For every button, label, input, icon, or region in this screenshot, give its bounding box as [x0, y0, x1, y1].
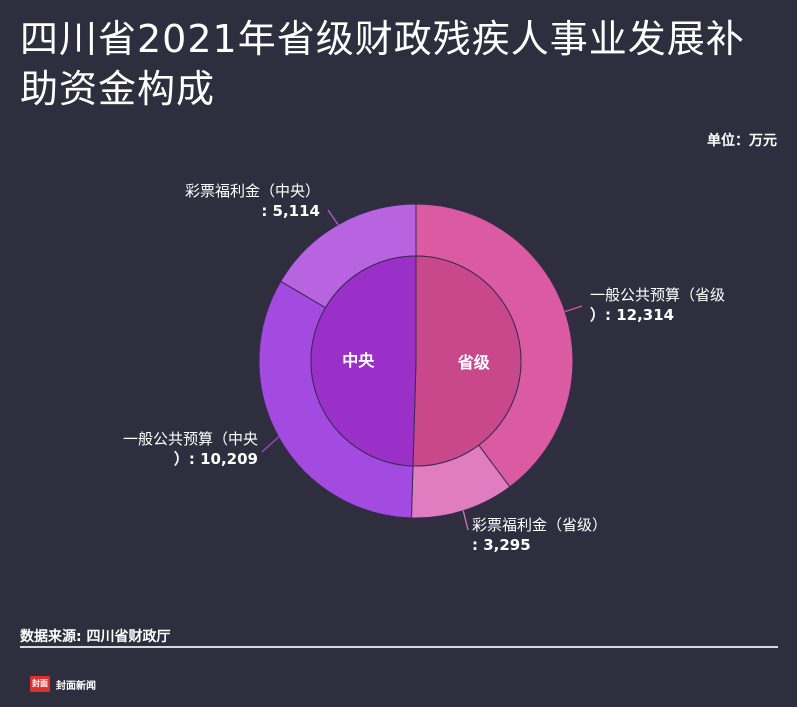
outer-label-一般公共预算省级: 一般公共预算（省级: [590, 286, 725, 304]
outer-value-彩票福利金省级: : 3,295: [472, 536, 531, 554]
slice-labels: 省级 中央 一般公共预算（省级 ）: 12,314 彩票福利金（省级） : 3,295 一般…: [123, 182, 725, 554]
outer-value-彩票福利金中央: : 5,114: [261, 202, 320, 220]
logo-badge: 封面: [30, 676, 50, 692]
inner-slice-省级: [412, 255, 522, 467]
inner-label-省级: 省级: [457, 353, 491, 372]
outer-label-彩票福利金中央: 彩票福利金（中央）: [185, 182, 320, 200]
publisher-logo: 封面 封面新闻: [30, 676, 96, 692]
outer-label-一般公共预算中央: 一般公共预算（中央: [123, 430, 258, 448]
inner-label-中央: 中央: [342, 351, 375, 370]
outer-label-彩票福利金省级: 彩票福利金（省级）: [472, 516, 607, 534]
leader-lines: [261, 209, 583, 531]
unit-label: 单位：万元: [707, 133, 777, 149]
inner-ring: [310, 255, 522, 467]
logo-text: 封面新闻: [56, 680, 96, 692]
leader-一般公共预算中央: [261, 436, 279, 453]
leader-彩票福利金中央: [327, 209, 339, 226]
outer-ring: [258, 203, 574, 519]
footer-divider: [20, 646, 778, 648]
leader-一般公共预算省级: [564, 305, 583, 313]
data-source: 数据来源: 四川省财政厅: [20, 629, 171, 645]
inner-slice-中央: [310, 255, 417, 467]
leader-彩票福利金省级: [462, 510, 469, 531]
outer-value-一般公共预算省级: ）: 12,314: [590, 306, 674, 324]
chart-title: 四川省2021年省级财政残疾人事业发展补助资金构成: [20, 17, 745, 111]
outer-value-一般公共预算中央: ）: 10,209: [174, 450, 258, 468]
